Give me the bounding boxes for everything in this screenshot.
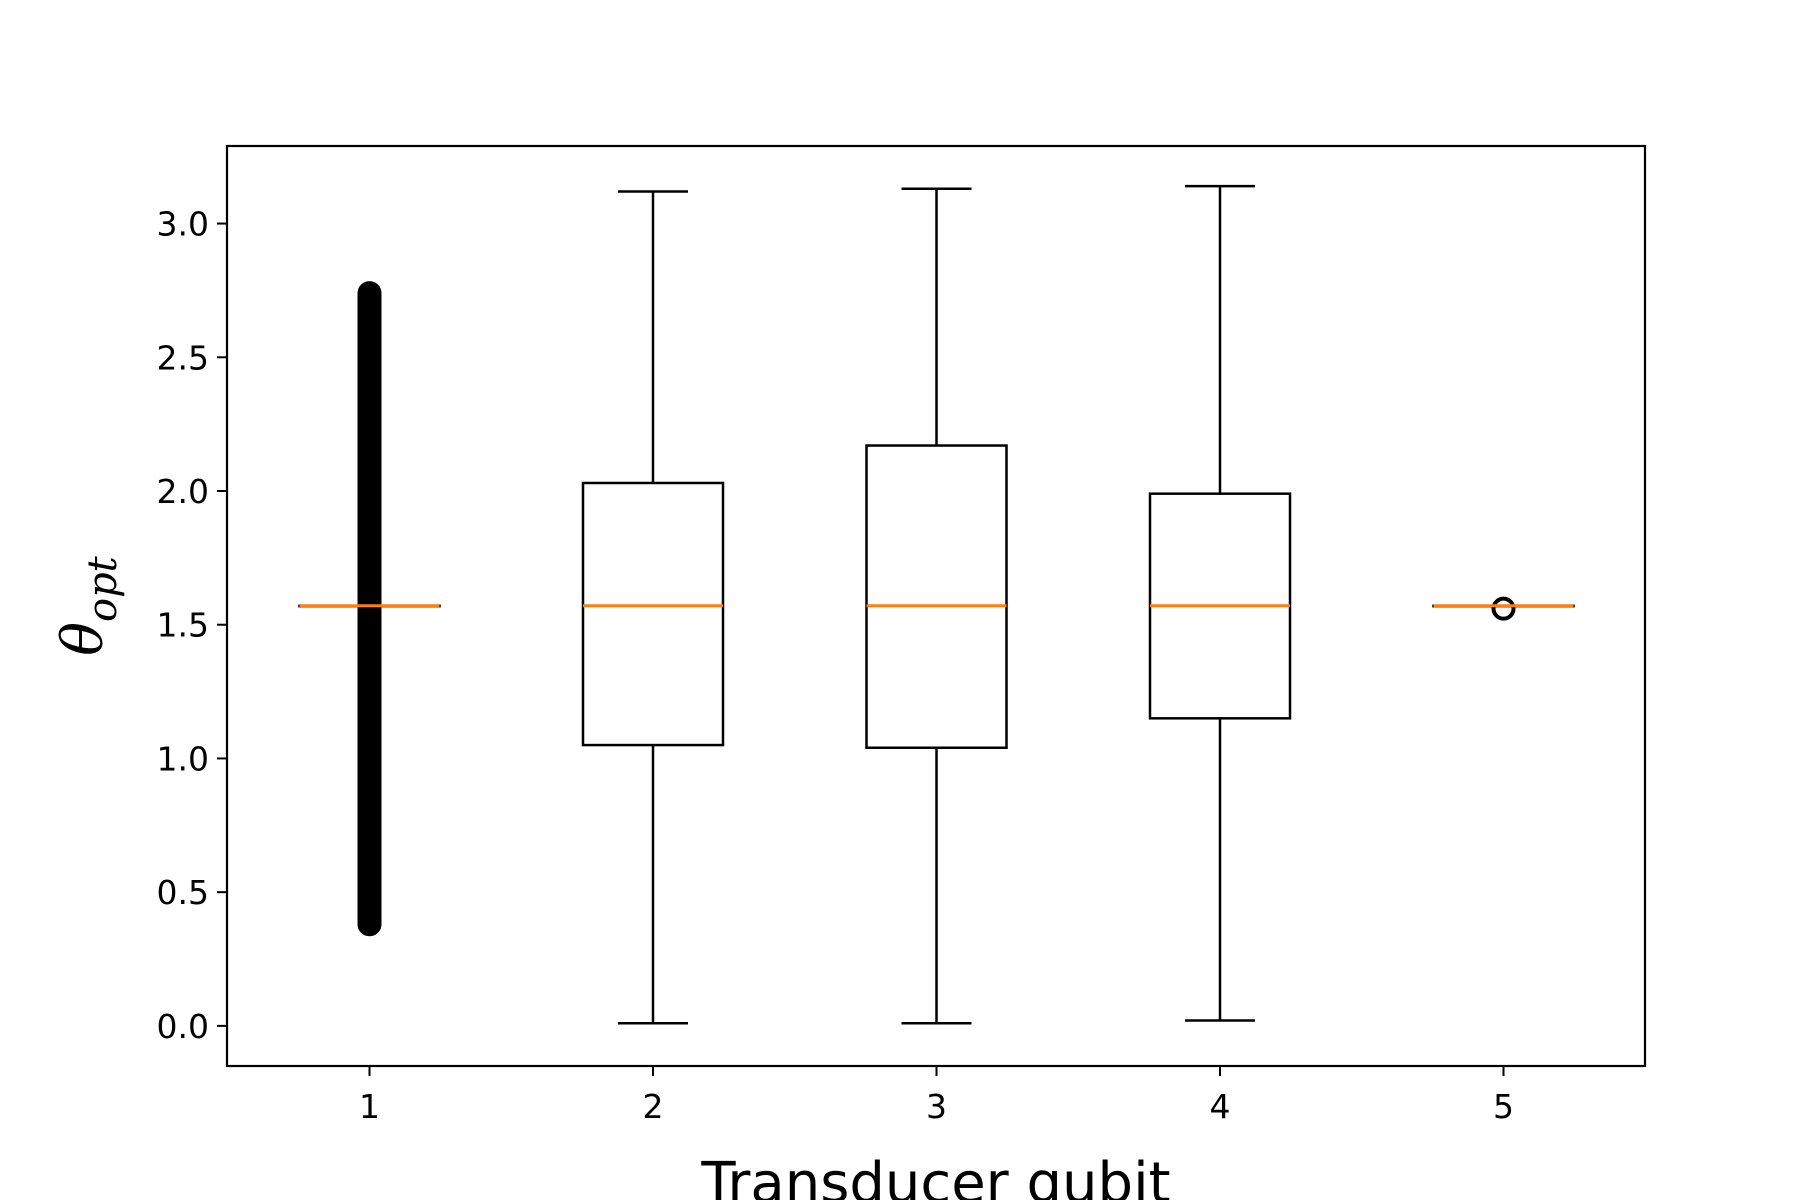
x-tick-label: 3 [926,1087,947,1126]
x-tick-label: 2 [643,1087,664,1126]
y-axis: 0.0 0.5 1.0 1.5 2.0 2.5 3.0 [157,205,227,1046]
y-axis-title: θopt [51,555,126,655]
box-body [581,481,725,747]
flier-point [1491,596,1516,621]
y-tick-label: 0.0 [157,1007,209,1046]
box-4 [1148,184,1292,1022]
y-axis-title-subscript: opt [80,555,126,622]
plot-content [298,184,1575,1025]
y-tick-label: 2.5 [157,338,209,377]
x-axis: 1 2 3 4 5 [359,1066,1514,1126]
box-body [865,444,1008,749]
x-axis-title: Transducer qubit [700,1151,1170,1200]
box-3 [865,187,1008,1025]
box-1 [298,281,441,937]
y-axis-title-symbol: θ [51,622,116,656]
box-2 [581,190,725,1025]
flier-point [357,281,382,306]
y-tick-label: 1.5 [157,606,209,645]
y-tick-label: 0.5 [157,873,209,912]
y-tick-label: 1.0 [157,739,209,778]
y-tick-label: 3.0 [157,205,209,244]
x-tick-label: 4 [1210,1087,1231,1126]
y-tick-label: 2.0 [157,472,209,511]
x-tick-label: 5 [1493,1087,1514,1126]
x-tick-label: 1 [359,1087,380,1126]
box-5 [1432,596,1575,621]
